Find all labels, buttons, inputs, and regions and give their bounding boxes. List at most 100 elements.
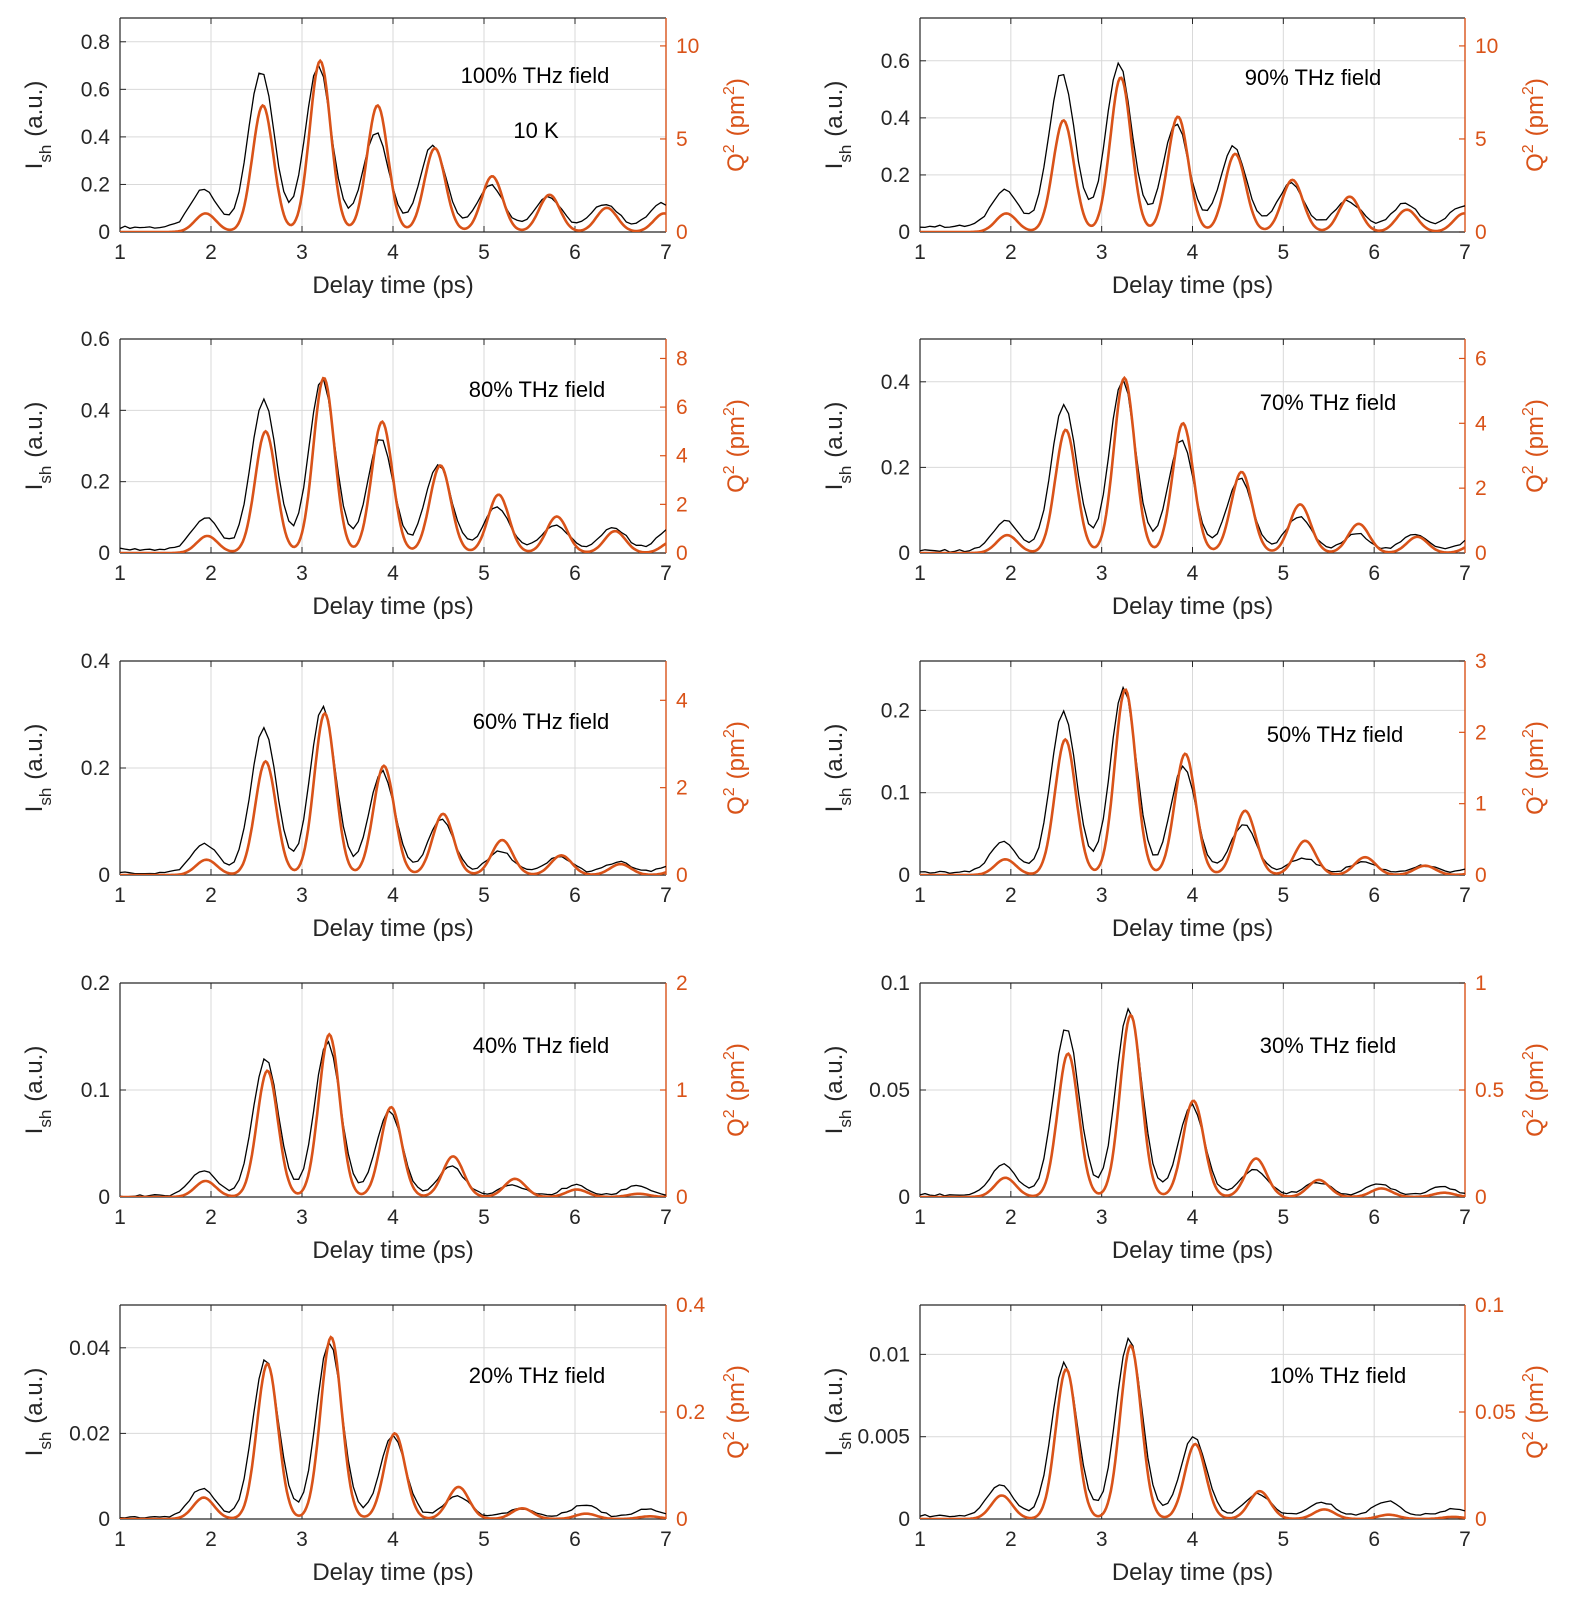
x-axis-title: Delay time (ps) <box>1112 593 1273 620</box>
x-tick-label: 4 <box>1187 562 1199 585</box>
y-left-tick-label: 0.2 <box>81 471 110 494</box>
grid <box>119 18 667 233</box>
y-right-tick-label: 2 <box>676 972 688 995</box>
panel-title: 30% THz field <box>1260 1033 1397 1058</box>
y-right-tick-label: 0 <box>676 542 688 565</box>
experiment-line <box>920 1007 1465 1197</box>
y-right-tick-label: 1 <box>1475 972 1487 995</box>
y-right-tick-label: 6 <box>676 396 688 419</box>
x-tick-label: 5 <box>478 562 490 585</box>
x-tick-label: 2 <box>205 241 217 264</box>
y-right-tick-label: 2 <box>676 777 688 800</box>
x-tick-label: 6 <box>1368 884 1380 907</box>
x-tick-label: 4 <box>387 562 399 585</box>
x-tick-label: 7 <box>660 1528 672 1551</box>
simulation-line <box>920 1013 1465 1197</box>
y-right-tick-label: 1 <box>1475 793 1487 816</box>
y-left-axis-title: Ish(a.u.) <box>821 81 855 170</box>
y-left-axis-title: Ish(a.u.) <box>21 724 55 813</box>
y-right-tick-label: 6 <box>1475 347 1487 370</box>
simulation-line <box>120 58 666 232</box>
x-axis-title: Delay time (ps) <box>312 1237 473 1264</box>
x-tick-label: 1 <box>914 1206 926 1229</box>
y-left-tick-label: 0.2 <box>81 757 110 780</box>
experiment-line <box>920 1336 1465 1518</box>
y-right-tick-label: 1 <box>676 1079 688 1102</box>
y-right-tick-label: 3 <box>1475 650 1487 673</box>
y-left-tick-label: 0.2 <box>881 456 910 479</box>
x-tick-label: 7 <box>1459 241 1471 264</box>
y-left-tick-label: 0.01 <box>869 1343 910 1366</box>
x-tick-label: 1 <box>914 241 926 264</box>
x-tick-label: 2 <box>1005 1206 1017 1229</box>
y-left-tick-label: 0.8 <box>81 31 110 54</box>
y-right-tick-label: 0 <box>1475 1186 1487 1209</box>
y-right-axis-title: Q2(pm2) <box>721 78 750 172</box>
x-tick-label: 3 <box>1096 884 1108 907</box>
x-tick-label: 3 <box>1096 1528 1108 1551</box>
x-tick-label: 5 <box>1277 1206 1289 1229</box>
y-left-tick-label: 0 <box>98 1186 110 1209</box>
y-right-tick-label: 0.4 <box>676 1294 706 1317</box>
panel-title: 80% THz field <box>469 377 606 402</box>
panel-title: 90% THz field <box>1245 65 1382 90</box>
x-tick-label: 1 <box>114 1206 126 1229</box>
grid <box>119 1305 667 1520</box>
x-tick-label: 2 <box>205 562 217 585</box>
simulation-line <box>920 1343 1465 1519</box>
panel-title: 20% THz field <box>469 1363 606 1388</box>
y-right-tick-label: 0.5 <box>1475 1079 1504 1102</box>
grid <box>119 982 667 1198</box>
y-right-axis-title: Q2(pm2) <box>1520 721 1549 815</box>
y-right-tick-label: 10 <box>1475 35 1498 58</box>
x-tick-label: 2 <box>205 1206 217 1229</box>
y-right-tick-label: 2 <box>676 493 688 516</box>
x-tick-label: 3 <box>296 562 308 585</box>
y-left-tick-label: 0.02 <box>69 1422 110 1445</box>
y-left-axis-title: Ish(a.u.) <box>21 1368 55 1457</box>
temperature-annotation: 10 K <box>513 118 559 143</box>
y-left-axis-title: Ish(a.u.) <box>21 402 55 491</box>
y-right-tick-label: 4 <box>676 445 688 468</box>
y-left-tick-label: 0 <box>898 221 910 244</box>
x-tick-label: 5 <box>1277 562 1289 585</box>
x-tick-label: 4 <box>387 1528 399 1551</box>
y-left-tick-label: 0.005 <box>857 1426 910 1449</box>
y-left-tick-label: 0 <box>98 542 110 565</box>
y-left-tick-label: 0.4 <box>81 399 111 422</box>
x-tick-label: 5 <box>478 1528 490 1551</box>
x-axis-title: Delay time (ps) <box>312 593 473 620</box>
x-tick-label: 2 <box>1005 562 1017 585</box>
x-tick-label: 7 <box>660 1206 672 1229</box>
x-tick-label: 1 <box>114 884 126 907</box>
experiment-line <box>120 1040 666 1197</box>
y-left-tick-label: 0.1 <box>881 782 910 805</box>
y-left-tick-label: 0 <box>98 1508 110 1531</box>
y-left-tick-label: 0 <box>98 864 110 887</box>
y-left-axis-title: Ish(a.u.) <box>821 402 855 491</box>
y-right-tick-label: 0.2 <box>676 1401 705 1424</box>
y-left-tick-label: 0.4 <box>881 371 911 394</box>
y-left-tick-label: 0.6 <box>81 328 110 351</box>
grid <box>919 661 1466 876</box>
x-tick-label: 7 <box>1459 1206 1471 1229</box>
y-right-axis-title: Q2(pm2) <box>721 1043 750 1137</box>
y-right-axis-title: Q2(pm2) <box>1520 1365 1549 1459</box>
x-tick-label: 2 <box>205 884 217 907</box>
y-right-tick-label: 2 <box>1475 477 1487 500</box>
panel-title: 70% THz field <box>1260 390 1397 415</box>
x-tick-label: 3 <box>296 884 308 907</box>
x-tick-label: 2 <box>205 1528 217 1551</box>
x-tick-label: 4 <box>1187 1528 1199 1551</box>
x-tick-label: 7 <box>1459 562 1471 585</box>
y-left-tick-label: 0.4 <box>81 126 111 149</box>
y-right-tick-label: 0 <box>1475 221 1487 244</box>
x-tick-label: 3 <box>1096 562 1108 585</box>
x-axis-title: Delay time (ps) <box>312 272 473 299</box>
grid <box>919 18 1466 233</box>
x-tick-label: 5 <box>1277 241 1289 264</box>
